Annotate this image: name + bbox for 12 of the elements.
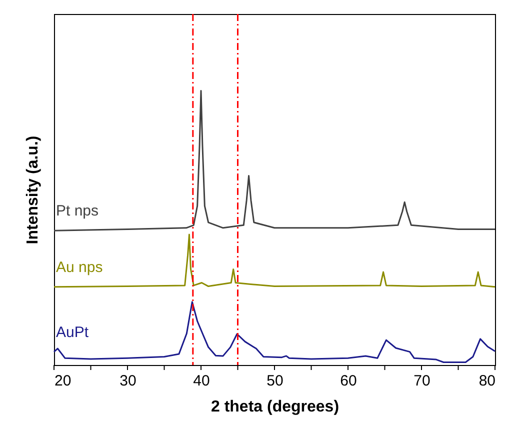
x-tick-label: 70 bbox=[414, 372, 430, 390]
x-tick-label: 20 bbox=[54, 372, 72, 390]
x-axis-title: 2 theta (degrees) bbox=[210, 398, 340, 416]
x-tick-label: 40 bbox=[193, 372, 210, 390]
series-label: Pt nps bbox=[56, 202, 99, 220]
series-label: AuPt bbox=[56, 324, 90, 341]
x-tick-label: 50 bbox=[266, 372, 284, 390]
series-label: Au nps bbox=[56, 258, 103, 276]
x-tick-label: 80 bbox=[478, 372, 496, 390]
x-tick-label: 60 bbox=[340, 372, 357, 390]
y-axis-title: Intensity (a.u.) bbox=[24, 136, 42, 244]
x-tick-label: 30 bbox=[120, 372, 136, 390]
